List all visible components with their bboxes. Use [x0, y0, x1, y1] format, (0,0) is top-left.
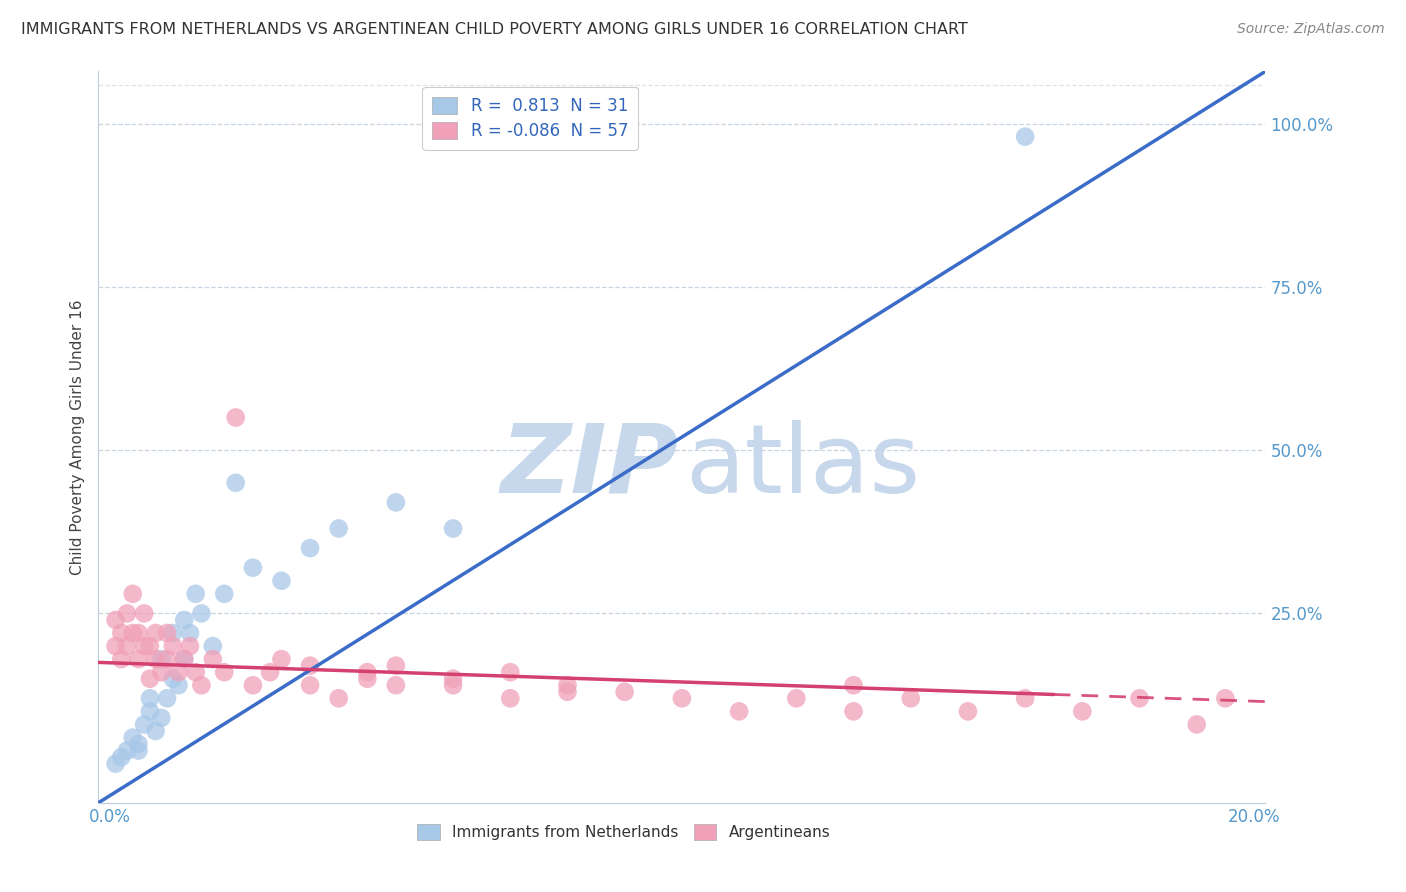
- Point: [1014, 691, 1036, 706]
- Point: [127, 743, 149, 757]
- Point: [145, 723, 167, 738]
- Text: ZIP: ZIP: [501, 420, 679, 513]
- Point: [184, 587, 207, 601]
- Point: [173, 652, 195, 666]
- Point: [441, 521, 464, 535]
- Point: [104, 639, 127, 653]
- Point: [179, 639, 201, 653]
- Point: [173, 652, 195, 666]
- Point: [1185, 717, 1208, 731]
- Point: [150, 652, 173, 666]
- Text: Source: ZipAtlas.com: Source: ZipAtlas.com: [1237, 22, 1385, 37]
- Point: [201, 639, 224, 653]
- Point: [110, 626, 132, 640]
- Point: [242, 560, 264, 574]
- Point: [225, 410, 247, 425]
- Point: [145, 652, 167, 666]
- Point: [184, 665, 207, 680]
- Point: [162, 626, 184, 640]
- Point: [190, 678, 212, 692]
- Point: [167, 665, 190, 680]
- Point: [150, 665, 173, 680]
- Point: [785, 691, 807, 706]
- Point: [356, 665, 378, 680]
- Point: [299, 678, 322, 692]
- Point: [167, 678, 190, 692]
- Point: [728, 705, 751, 719]
- Point: [385, 658, 408, 673]
- Point: [557, 685, 579, 699]
- Point: [328, 521, 350, 535]
- Point: [115, 607, 138, 621]
- Point: [162, 672, 184, 686]
- Point: [214, 665, 236, 680]
- Point: [162, 639, 184, 653]
- Text: IMMIGRANTS FROM NETHERLANDS VS ARGENTINEAN CHILD POVERTY AMONG GIRLS UNDER 16 CO: IMMIGRANTS FROM NETHERLANDS VS ARGENTINE…: [21, 22, 967, 37]
- Point: [115, 639, 138, 653]
- Point: [842, 678, 865, 692]
- Point: [139, 705, 162, 719]
- Point: [225, 475, 247, 490]
- Point: [121, 587, 143, 601]
- Point: [134, 717, 156, 731]
- Point: [499, 691, 522, 706]
- Point: [110, 750, 132, 764]
- Point: [145, 626, 167, 640]
- Point: [1128, 691, 1150, 706]
- Point: [328, 691, 350, 706]
- Point: [156, 626, 179, 640]
- Point: [385, 678, 408, 692]
- Point: [900, 691, 922, 706]
- Point: [115, 743, 138, 757]
- Point: [104, 613, 127, 627]
- Point: [201, 652, 224, 666]
- Point: [134, 639, 156, 653]
- Point: [259, 665, 281, 680]
- Point: [242, 678, 264, 692]
- Point: [1071, 705, 1094, 719]
- Point: [173, 613, 195, 627]
- Y-axis label: Child Poverty Among Girls Under 16: Child Poverty Among Girls Under 16: [69, 300, 84, 574]
- Point: [150, 711, 173, 725]
- Point: [356, 672, 378, 686]
- Point: [127, 626, 149, 640]
- Point: [121, 626, 143, 640]
- Legend: Immigrants from Netherlands, Argentineans: Immigrants from Netherlands, Argentinean…: [411, 818, 837, 847]
- Point: [179, 626, 201, 640]
- Point: [441, 678, 464, 692]
- Point: [104, 756, 127, 771]
- Point: [499, 665, 522, 680]
- Point: [121, 731, 143, 745]
- Point: [190, 607, 212, 621]
- Point: [299, 541, 322, 555]
- Point: [441, 672, 464, 686]
- Point: [134, 607, 156, 621]
- Point: [139, 691, 162, 706]
- Point: [557, 678, 579, 692]
- Point: [385, 495, 408, 509]
- Point: [270, 574, 292, 588]
- Point: [127, 652, 149, 666]
- Point: [127, 737, 149, 751]
- Point: [139, 672, 162, 686]
- Point: [613, 685, 636, 699]
- Point: [1215, 691, 1237, 706]
- Text: atlas: atlas: [685, 420, 921, 513]
- Point: [842, 705, 865, 719]
- Point: [270, 652, 292, 666]
- Point: [299, 658, 322, 673]
- Point: [956, 705, 979, 719]
- Point: [1014, 129, 1036, 144]
- Point: [156, 691, 179, 706]
- Point: [139, 639, 162, 653]
- Point: [110, 652, 132, 666]
- Point: [214, 587, 236, 601]
- Point: [156, 652, 179, 666]
- Point: [671, 691, 693, 706]
